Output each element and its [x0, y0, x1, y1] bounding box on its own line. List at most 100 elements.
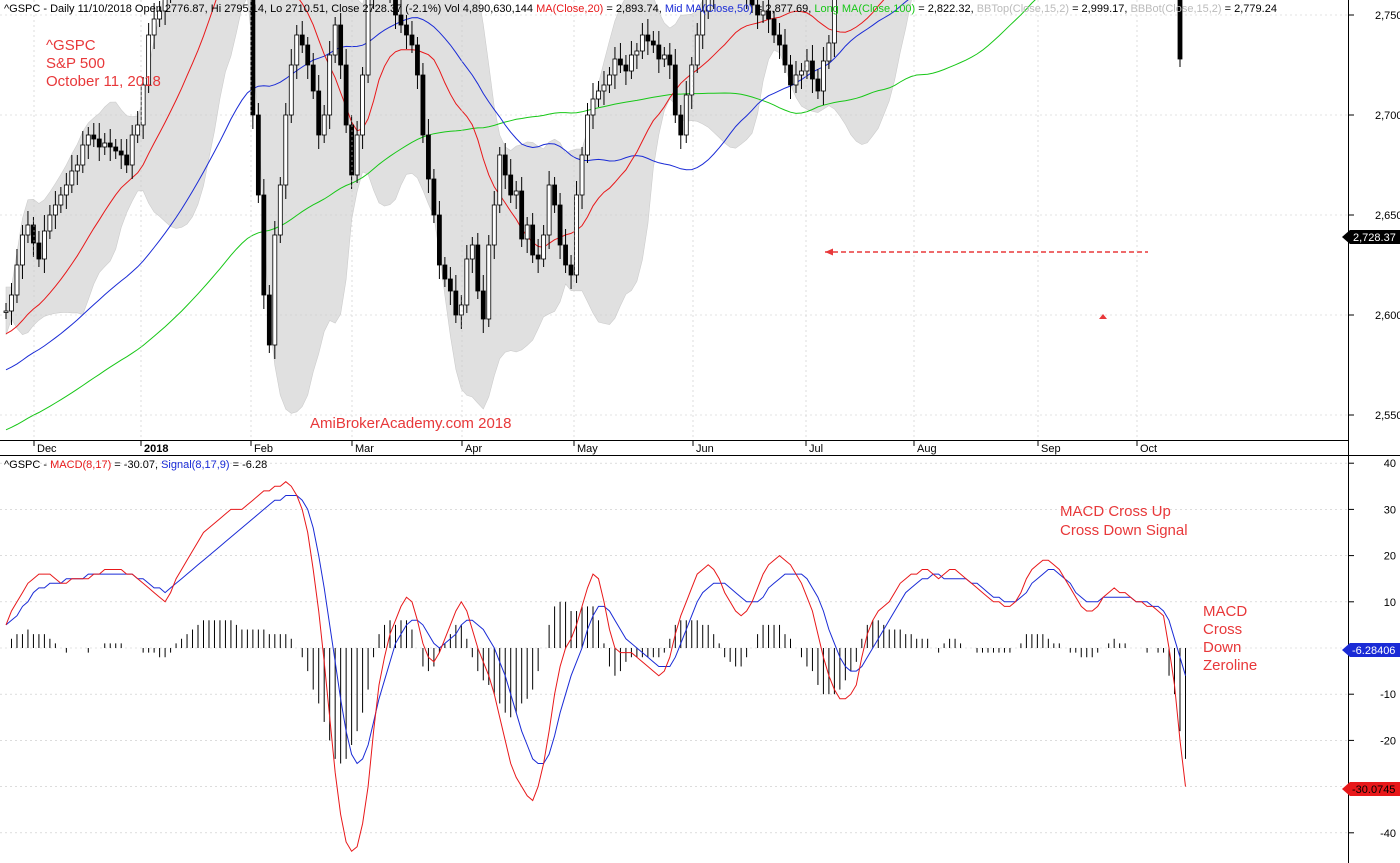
candle [546, 171, 552, 249]
candle-body [124, 154, 130, 166]
candle [118, 139, 124, 169]
candle-body [129, 134, 135, 166]
candle-body [585, 114, 590, 156]
candle-body [442, 264, 448, 280]
candle-body [398, 14, 404, 26]
candle-body [447, 278, 453, 292]
candle-body [491, 204, 497, 246]
candle [327, 41, 333, 129]
candle-body [618, 58, 623, 66]
candle-body [107, 142, 113, 148]
macd-tick-label: -20 [1380, 735, 1396, 747]
candle-body [162, 0, 168, 12]
candle-body [689, 64, 695, 96]
candle-body [766, 10, 771, 20]
x-tick-label: Oct [1140, 443, 1157, 455]
candle-body [821, 60, 826, 92]
candle-body [502, 154, 508, 176]
candle-body [250, 0, 256, 116]
ma20-line [5, 0, 885, 335]
candle-body [810, 60, 815, 80]
candle-body [299, 34, 305, 46]
candle-body [140, 84, 146, 126]
candle [486, 235, 492, 327]
bbtop-legend-value: = 2,999.17, [1069, 3, 1130, 15]
candle-body [530, 224, 536, 256]
candle-body [135, 124, 141, 136]
candle [656, 31, 662, 73]
candle [815, 69, 821, 99]
candle-body [3, 310, 9, 313]
candle [332, 17, 338, 63]
candle-body [360, 74, 365, 136]
candle [777, 23, 782, 59]
macd-last-label: -30.0745 [1352, 784, 1395, 796]
candle [316, 75, 322, 149]
candle-body [426, 134, 431, 180]
x-tick-label: Apr [465, 443, 482, 455]
candle [431, 169, 437, 223]
candle [42, 215, 47, 273]
candle [14, 249, 20, 303]
x-tick-label: Aug [917, 443, 937, 455]
candle-body [294, 34, 300, 66]
signal-last-label: -6.28406 [1352, 645, 1395, 657]
macd-header-prefix: ^GSPC - [4, 459, 50, 471]
candle [393, 0, 398, 29]
bbtop-legend: BBTop(Close,15,2) [977, 3, 1069, 15]
ma20-legend: MA(Close,20) [536, 3, 603, 15]
candle-body [261, 194, 267, 296]
candle-body [601, 84, 607, 92]
candle-body [661, 54, 667, 60]
price-tick-label: 2,550 [1375, 410, 1400, 422]
candle [272, 221, 278, 359]
candle [404, 15, 409, 49]
candle [650, 31, 656, 53]
candle [672, 49, 678, 123]
candle-body [365, 0, 371, 76]
candle-body [590, 98, 596, 116]
candle-body [1177, 0, 1183, 60]
x-tick-label: May [577, 443, 598, 455]
x-tick-label: Dec [37, 443, 57, 455]
mid-ma50-line [5, 0, 909, 371]
candle-body [672, 64, 678, 116]
candle [420, 63, 426, 143]
candle-body [409, 34, 415, 46]
candle-body [579, 154, 585, 196]
candle-body [557, 204, 563, 246]
candle-body [91, 134, 97, 140]
candle [124, 139, 130, 173]
candle [453, 275, 459, 323]
candle [415, 37, 420, 89]
candle-body [464, 258, 470, 306]
candle [129, 125, 135, 179]
candle [491, 191, 497, 259]
candle [398, 0, 404, 33]
candle-body [568, 264, 574, 276]
candle-body [508, 174, 514, 196]
candle-body [52, 204, 58, 216]
annotation-ticker: ^GSPC [46, 37, 96, 54]
candle-body [486, 244, 492, 320]
candle [700, 0, 706, 49]
candle-body [639, 34, 645, 52]
ma50-legend-value: = 2,877.69, [753, 3, 814, 15]
candle-body [420, 74, 426, 136]
candle [74, 155, 80, 185]
ma100-legend: Long MA(Close,100) [814, 3, 915, 15]
candle-body [749, 0, 755, 6]
bbbot-legend-value: = 2,779.24 [1222, 3, 1277, 15]
macd-tick-label: 30 [1384, 504, 1396, 516]
signal-last-tag: -6.28406 [1342, 643, 1400, 657]
x-axis-ticks: Dec 2018 Feb Mar Apr May Jun Jul Aug Sep Oct [33, 0, 1157, 455]
candle [266, 285, 272, 353]
candle [799, 63, 804, 89]
candle-body [14, 264, 20, 296]
candle [305, 37, 311, 79]
candle [85, 127, 91, 159]
candle-body [563, 244, 568, 266]
candle-body [777, 34, 782, 46]
candle-body [96, 138, 102, 148]
